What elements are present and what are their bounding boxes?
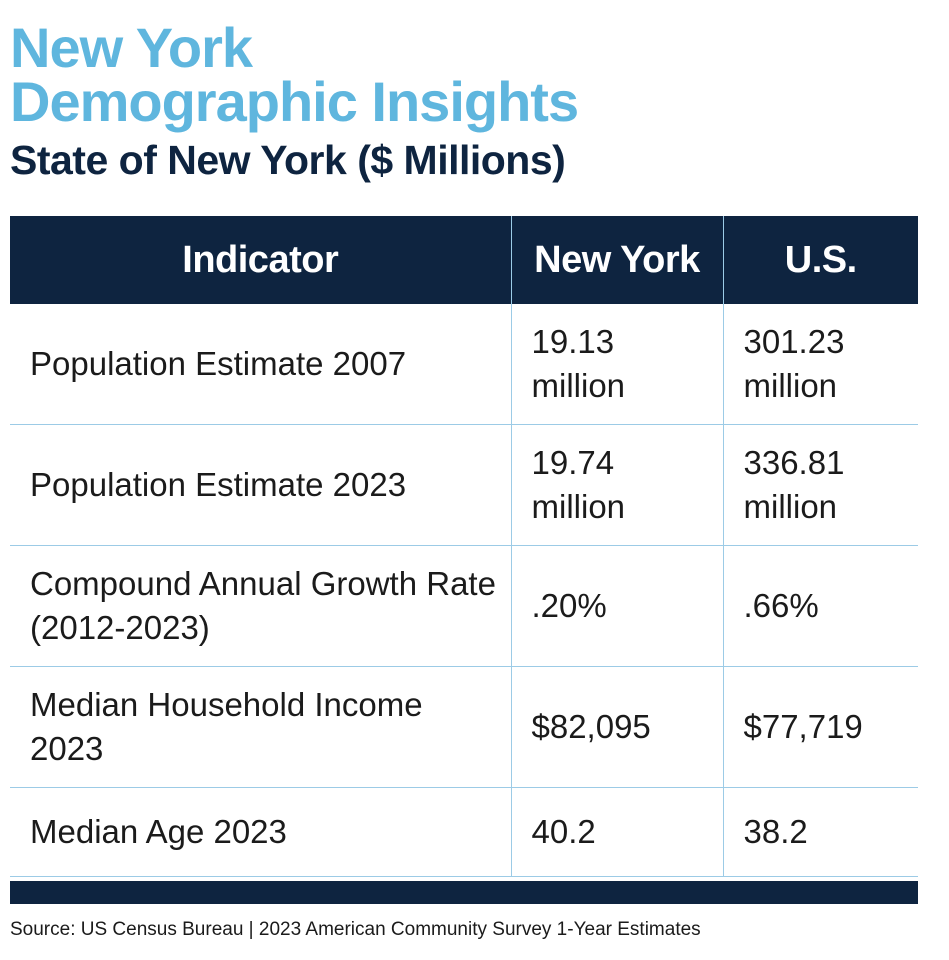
column-header-indicator: Indicator [10,216,512,304]
new-york-value-cell: 19.74 million [511,424,724,546]
indicator-cell: Compound Annual Growth Rate (2012-2023) [10,545,512,667]
indicator-cell: Median Age 2023 [10,787,512,877]
table-header-row: Indicator New York U.S. [10,216,918,304]
table-row: Median Age 2023 40.2 38.2 [10,787,918,877]
indicator-cell: Population Estimate 2007 [10,304,512,425]
table-row: Compound Annual Growth Rate (2012-2023) … [10,545,918,667]
source-note: Source: US Census Bureau | 2023 American… [10,919,701,940]
us-value-cell: 301.23 million [723,304,918,425]
us-value-cell: 38.2 [723,787,918,877]
column-header-us: U.S. [723,216,918,304]
us-value-cell: $77,719 [723,666,918,788]
table-row: Median Household Income 2023 $82,095 $77… [10,666,918,788]
page-subtitle: State of New York ($ Millions) [10,137,566,183]
new-york-value-cell: $82,095 [511,666,724,788]
new-york-value-cell: .20% [511,545,724,667]
table-footer-bar [10,881,918,904]
table-row: Population Estimate 2007 19.13 million 3… [10,304,918,425]
demographics-table: Indicator New York U.S. Population Estim… [10,216,918,877]
new-york-value-cell: 19.13 million [511,304,724,425]
page-title-line-1: New York [10,16,253,79]
indicator-cell: Median Household Income 2023 [10,666,512,788]
indicator-cell: Population Estimate 2023 [10,424,512,546]
us-value-cell: .66% [723,545,918,667]
table-row: Population Estimate 2023 19.74 million 3… [10,424,918,546]
column-header-new-york: New York [511,216,724,304]
new-york-value-cell: 40.2 [511,787,724,877]
page-title-line-2: Demographic Insights [10,70,579,133]
us-value-cell: 336.81 million [723,424,918,546]
